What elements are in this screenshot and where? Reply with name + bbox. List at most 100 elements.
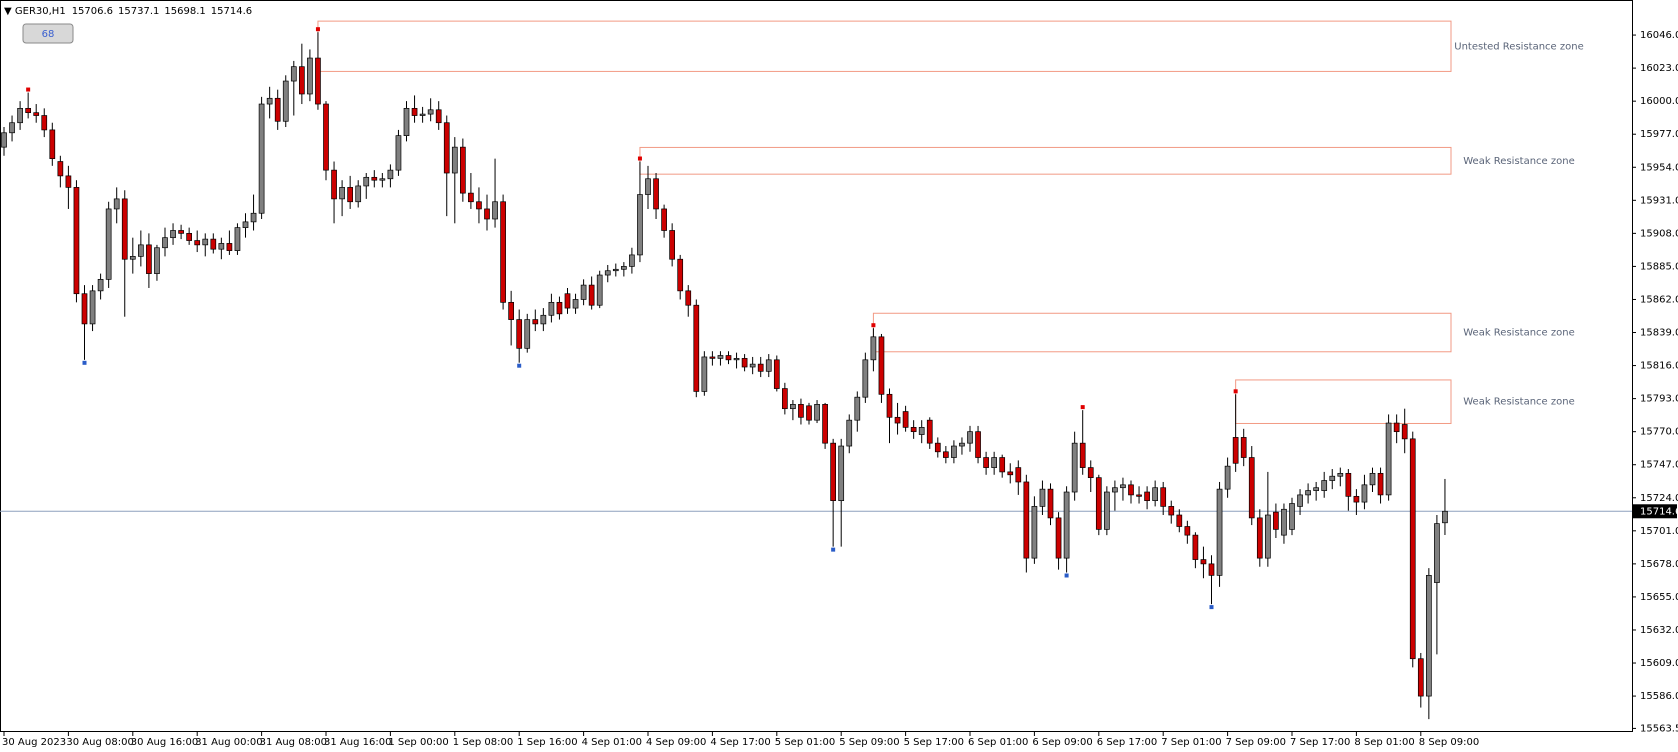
x-tick-label: 7 Sep 09:00: [1226, 737, 1286, 748]
candle-body: [258, 103, 265, 214]
candle-body: [1417, 658, 1424, 697]
high-marker: [315, 27, 320, 32]
candle-body: [1160, 487, 1167, 507]
candle-body: [379, 178, 386, 181]
candle-body: [451, 146, 458, 174]
y-tick-label: 15839.0: [1640, 328, 1678, 339]
candle-body: [918, 427, 925, 435]
candle-body: [460, 146, 466, 194]
candle-body: [65, 175, 72, 188]
y-tick-label: 15977.0: [1640, 129, 1678, 140]
candle-body: [1120, 484, 1126, 489]
candle-body: [81, 293, 88, 325]
candle-body: [1152, 487, 1159, 501]
open: 15706.6: [72, 6, 113, 17]
candle-body: [1184, 526, 1191, 536]
candle-body: [1208, 563, 1215, 576]
candle-body: [1128, 484, 1134, 496]
high-marker: [26, 87, 31, 92]
candle-body: [1224, 465, 1231, 490]
candle-body: [959, 442, 965, 447]
x-tick-label: 6 Sep 01:00: [968, 737, 1028, 748]
x-tick-label: 30 Aug 2023: [2, 737, 66, 748]
candle-body: [838, 445, 845, 501]
y-tick-label: 15862.0: [1640, 294, 1678, 305]
candle-body: [1401, 424, 1408, 440]
candle-body: [1047, 488, 1054, 519]
candle-body: [1095, 477, 1102, 530]
candle-body: [1103, 491, 1110, 530]
candle-body: [1063, 491, 1070, 559]
candle-body: [121, 198, 128, 260]
candle-body: [645, 178, 651, 195]
candle-body: [1297, 494, 1303, 507]
low-marker: [1064, 573, 1069, 578]
candle-body: [1136, 494, 1142, 497]
price-label: 15714.6: [1640, 506, 1678, 517]
low-marker: [831, 547, 836, 552]
candle-body: [508, 301, 514, 320]
candle-body: [830, 442, 837, 501]
candle-body: [588, 284, 595, 306]
candle-body: [57, 161, 64, 177]
button-label[interactable]: 68: [42, 29, 55, 40]
y-tick-label: 15701.0: [1640, 526, 1678, 537]
candle-body: [1425, 575, 1432, 697]
candle-body: [1345, 472, 1352, 497]
candle-body: [194, 240, 201, 246]
candle-body: [1256, 517, 1263, 559]
candle-body: [395, 135, 402, 171]
low: 15698.1: [164, 6, 205, 17]
y-tick-label: 15678.0: [1640, 559, 1678, 570]
candle-body: [105, 208, 112, 280]
y-tick-label: 15908.0: [1640, 228, 1678, 239]
candle-body: [629, 254, 635, 267]
candle-body: [781, 388, 788, 410]
candle-body: [282, 80, 289, 122]
candle-body: [926, 419, 933, 444]
candle-body: [1434, 523, 1440, 583]
candle-body: [1055, 517, 1062, 559]
x-tick-label: 6 Sep 09:00: [1032, 737, 1092, 748]
x-tick-label: 4 Sep 09:00: [646, 737, 706, 748]
candle-body: [323, 103, 329, 171]
candle-body: [25, 107, 31, 114]
candle-body: [1337, 472, 1344, 477]
x-tick-label: 1 Sep 08:00: [453, 737, 513, 748]
y-tick-label: 15632.0: [1640, 625, 1678, 636]
button[interactable]: [22, 23, 74, 44]
y-tick-label: 15816.0: [1640, 361, 1678, 372]
price-label-box: [1633, 504, 1677, 519]
candle-body: [934, 442, 941, 453]
candle-body: [1321, 480, 1328, 491]
candle-body: [894, 416, 901, 424]
candle-body: [798, 404, 804, 418]
x-tick-label: 5 Sep 09:00: [839, 737, 899, 748]
candle-body: [709, 356, 716, 359]
candle-body: [661, 208, 667, 231]
candle-body: [299, 66, 305, 95]
zone-label: Untested Resistance zone: [1454, 41, 1583, 52]
candle-body: [548, 301, 555, 316]
candle-body: [363, 176, 370, 187]
candle-body: [806, 405, 812, 421]
candle-body: [975, 431, 981, 458]
header-arrow: ▼: [4, 6, 15, 17]
candle-body: [693, 304, 700, 392]
low-marker: [517, 363, 522, 368]
candle-body: [315, 57, 321, 105]
candle-body: [942, 451, 949, 458]
close: 15714.6: [211, 6, 252, 17]
candle-body: [790, 404, 796, 410]
candle-body: [556, 301, 563, 315]
candle-body: [500, 201, 506, 303]
candle-body: [331, 169, 337, 200]
x-tick-label: 8 Sep 01:00: [1354, 737, 1414, 748]
zone: [639, 146, 1452, 175]
x-tick-label: 31 Aug 00:00: [195, 737, 262, 748]
candle-body: [33, 112, 40, 116]
high-marker: [1233, 389, 1238, 394]
candle-body: [1087, 467, 1094, 479]
candle-body: [307, 57, 313, 95]
